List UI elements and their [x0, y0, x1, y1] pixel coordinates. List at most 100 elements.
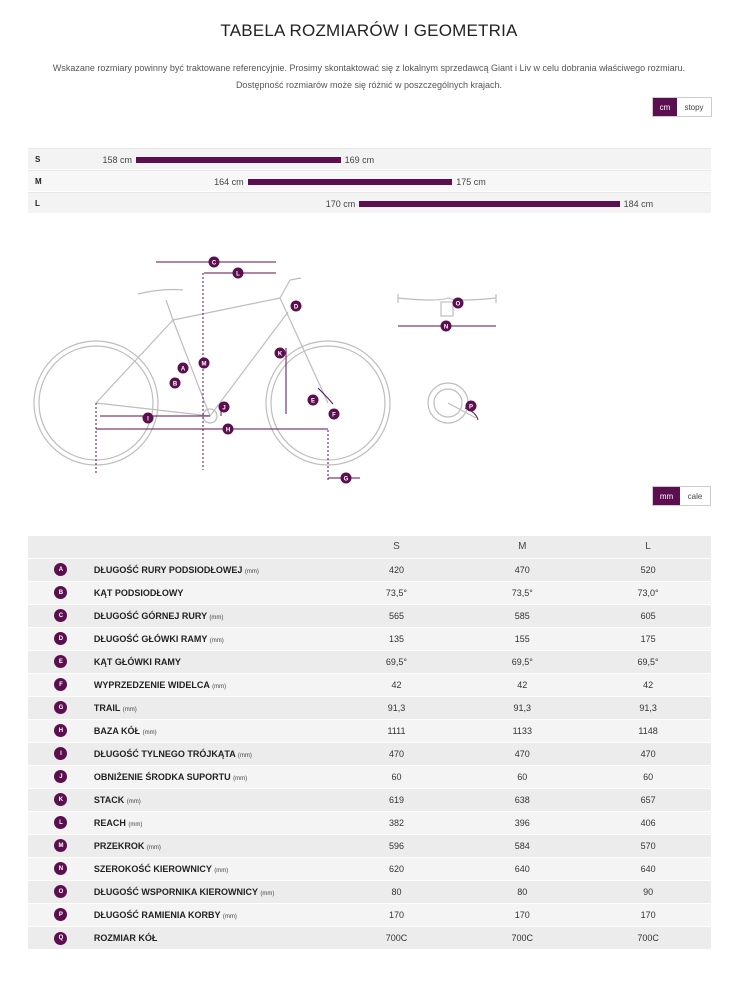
header-spacer — [93, 536, 334, 558]
row-badge: Q — [54, 931, 68, 945]
row-value-s: 420 — [333, 557, 460, 581]
size-label: S — [35, 155, 41, 164]
unit-mm-button[interactable]: mm — [653, 487, 680, 505]
bike-geometry-diagram: A B C D E F G H I J K L M N O P — [33, 256, 497, 484]
row-badge: G — [54, 701, 68, 715]
height-unit-toggle[interactable]: cm stopy — [652, 97, 712, 117]
row-name: DŁUGOŚĆ TYLNEGO TRÓJKĄTA — [93, 748, 236, 759]
size-range-bar — [247, 179, 453, 185]
row-value-m: 69,5° — [459, 649, 586, 673]
row-badge-cell: M — [28, 833, 94, 857]
header-spacer — [28, 536, 94, 558]
size-label: M — [35, 177, 42, 186]
size-min-height: 158 cm — [102, 155, 132, 165]
row-name: OBNIŻENIE ŚRODKA SUPORTU — [93, 771, 231, 782]
row-name: KĄT PODSIODŁOWY — [93, 587, 184, 598]
geometry-table: S M L A DŁUGOŚĆ RURY PODSIODŁOWEJ (mm) 420… — [28, 536, 711, 949]
row-value-m: 170 — [459, 902, 586, 926]
row-value-m: 700C — [459, 925, 586, 949]
row-value-m: 155 — [459, 626, 586, 650]
size-max-height: 184 cm — [623, 199, 654, 209]
row-unit: (mm) — [142, 729, 157, 736]
row-badge: J — [54, 770, 68, 784]
table-row: F WYPRZEDZENIE WIDELCA (mm) 42 42 42 — [28, 672, 711, 696]
unit-cm-button[interactable]: cm — [653, 98, 677, 116]
row-badge: N — [54, 862, 68, 876]
row-value-m: 80 — [459, 879, 586, 903]
row-value-m: 640 — [459, 856, 586, 880]
row-unit: (mm) — [126, 798, 141, 805]
diagram-badge-f: F — [328, 408, 340, 420]
row-value-s: 91,3 — [333, 695, 460, 719]
row-value-s: 596 — [333, 833, 460, 857]
row-name-cell: WYPRZEDZENIE WIDELCA (mm) — [93, 672, 334, 696]
svg-text:M: M — [202, 361, 207, 367]
svg-text:B: B — [173, 381, 178, 387]
table-row: Q ROZMIAR KÓŁ 700C 700C 700C — [28, 925, 711, 949]
row-value-s: 700C — [333, 925, 460, 949]
diagram-badge-m: M — [198, 357, 210, 369]
row-name-cell: DŁUGOŚĆ RURY PODSIODŁOWEJ (mm) — [93, 557, 334, 581]
row-unit: (mm) — [146, 844, 161, 851]
svg-text:N: N — [444, 324, 448, 330]
diagram-badge-e: E — [307, 394, 319, 406]
column-header-s: S — [333, 536, 460, 558]
row-name-cell: REACH (mm) — [93, 810, 334, 834]
row-unit: (mm) — [212, 683, 227, 690]
row-value-l: 700C — [585, 925, 711, 949]
row-badge-cell: P — [28, 902, 94, 926]
diagram-badge-o: O — [452, 297, 464, 309]
row-badge-cell: E — [28, 649, 94, 673]
row-badge: C — [54, 609, 68, 623]
table-row: C DŁUGOŚĆ GÓRNEJ RURY (mm) 565 585 605 — [28, 603, 711, 627]
row-unit: (mm) — [209, 637, 224, 644]
size-row-s: S 158 cm 169 cm — [28, 148, 711, 169]
row-unit: (mm) — [209, 614, 224, 621]
row-value-m: 73,5° — [459, 580, 586, 604]
row-value-l: 406 — [585, 810, 711, 834]
row-value-m: 585 — [459, 603, 586, 627]
row-name: WYPRZEDZENIE WIDELCA — [93, 679, 210, 690]
row-value-s: 135 — [333, 626, 460, 650]
row-value-s: 470 — [333, 741, 460, 765]
diagram-badge-p: P — [465, 400, 477, 412]
size-range-bar — [136, 157, 341, 163]
svg-text:O: O — [456, 301, 461, 307]
table-row: K STACK (mm) 619 638 657 — [28, 787, 711, 811]
size-max-height: 175 cm — [456, 177, 486, 187]
row-name-cell: DŁUGOŚĆ GŁÓWKI RAMY (mm) — [93, 626, 334, 650]
row-badge-cell: K — [28, 787, 94, 811]
row-name-cell: ROZMIAR KÓŁ — [93, 925, 334, 949]
geometry-unit-toggle[interactable]: mm cale — [652, 486, 711, 506]
row-name: STACK — [93, 794, 125, 805]
row-badge: K — [54, 793, 68, 807]
row-value-l: 175 — [585, 626, 711, 650]
diagram-badge-a: A — [177, 362, 189, 374]
table-row: B KĄT PODSIODŁOWY 73,5° 73,5° 73,0° — [28, 580, 711, 604]
unit-inch-button[interactable]: cale — [680, 487, 710, 505]
diagram-badge-h: H — [222, 423, 234, 435]
table-row: A DŁUGOŚĆ RURY PODSIODŁOWEJ (mm) 420 470 520 — [28, 557, 711, 581]
row-badge-cell: L — [28, 810, 94, 834]
row-value-m: 638 — [459, 787, 586, 811]
row-badge-cell: G — [28, 695, 94, 719]
table-header-row: S M L — [28, 536, 711, 558]
row-name-cell: DŁUGOŚĆ RAMIENIA KORBY (mm) — [93, 902, 334, 926]
row-value-m: 584 — [459, 833, 586, 857]
row-badge-cell: C — [28, 603, 94, 627]
row-badge-cell: F — [28, 672, 94, 696]
row-badge: E — [54, 655, 68, 669]
row-unit: (mm) — [244, 568, 259, 575]
row-value-l: 90 — [585, 879, 711, 903]
row-value-l: 91,3 — [585, 695, 711, 719]
row-value-l: 60 — [585, 764, 711, 788]
row-badge-cell: D — [28, 626, 94, 650]
row-value-s: 619 — [333, 787, 460, 811]
row-unit: (mm) — [260, 890, 275, 897]
svg-text:I: I — [147, 416, 149, 422]
row-badge: M — [54, 839, 68, 853]
diagram-badge-k: K — [274, 347, 286, 359]
row-badge-cell: O — [28, 879, 94, 903]
unit-feet-button[interactable]: stopy — [677, 98, 711, 116]
row-name-cell: DŁUGOŚĆ TYLNEGO TRÓJKĄTA (mm) — [93, 741, 334, 765]
